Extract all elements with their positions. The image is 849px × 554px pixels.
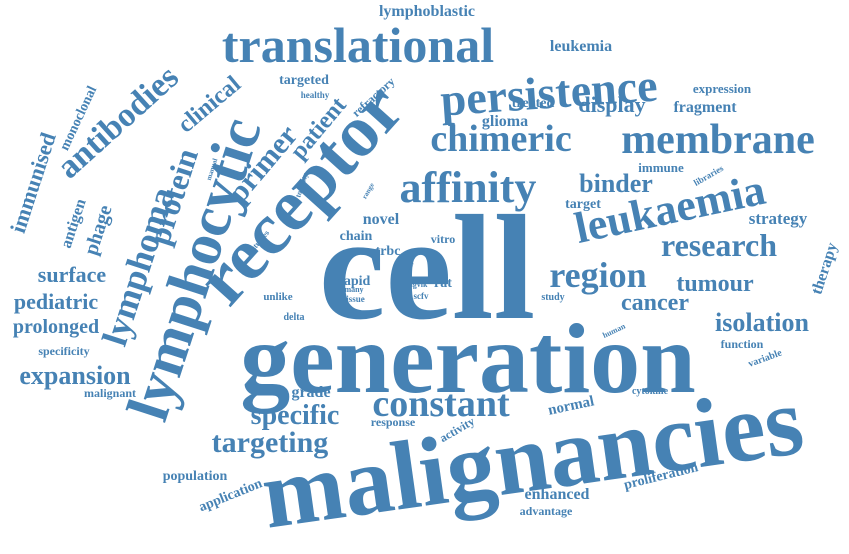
word-therapy: therapy — [808, 241, 841, 297]
word-expansion: expansion — [19, 361, 131, 390]
word-tissue: tissue — [343, 294, 365, 304]
word-lymphoblastic: lymphoblastic — [379, 3, 475, 20]
word-research: research — [661, 227, 777, 263]
word-region: region — [549, 255, 646, 295]
word-specific: specific — [251, 400, 340, 431]
word-glioma: glioma — [482, 113, 528, 130]
word-malignant: malignant — [84, 386, 136, 400]
word-targeting: targeting — [212, 426, 329, 459]
word-unlike: unlike — [263, 291, 292, 303]
word-cancer: cancer — [621, 290, 689, 316]
word-function: function — [721, 337, 764, 351]
word-expression: expression — [693, 81, 752, 96]
word-cell: cell — [319, 185, 536, 351]
word-study: study — [541, 292, 564, 303]
word-isolation: isolation — [715, 308, 809, 337]
word-surface: surface — [38, 262, 107, 287]
word-delta: delta — [283, 312, 304, 323]
word-target: target — [565, 197, 601, 212]
word-novel: novel — [363, 211, 400, 228]
word-many: many — [344, 285, 363, 294]
word-immune: immune — [638, 160, 684, 175]
word-rat: rat — [434, 276, 452, 291]
word-binder: binder — [579, 169, 653, 198]
word-chimeric: chimeric — [430, 118, 571, 160]
word-membrane: membrane — [621, 117, 815, 163]
word-trbc: trbc — [376, 244, 401, 259]
word-treated: treated — [512, 96, 555, 111]
word-prolonged: prolonged — [13, 316, 99, 338]
word-affinity: affinity — [400, 163, 537, 212]
word-generation: generation — [240, 303, 695, 414]
word-cytokine: cytokine — [632, 386, 669, 397]
word-response: response — [371, 415, 416, 429]
word-pediatric: pediatric — [14, 289, 99, 314]
word-immunised: immunised — [5, 129, 61, 236]
word-population: population — [163, 469, 228, 484]
word-scfv: scfv — [414, 291, 429, 301]
word-tumour: tumour — [676, 271, 754, 297]
word-display: display — [578, 92, 645, 117]
word-chain: chain — [340, 229, 373, 244]
word-leukemia: leukemia — [550, 38, 612, 55]
word-translational: translational — [222, 17, 494, 73]
word-grade: grade — [291, 384, 330, 401]
word-strategy: strategy — [749, 209, 808, 228]
word-poor: poor — [406, 261, 416, 275]
word-healthy: healthy — [301, 90, 330, 100]
word-igvlk: igvlk — [411, 280, 428, 289]
word-fragment: fragment — [673, 99, 737, 116]
word-specificity: specificity — [38, 344, 89, 358]
word-advantage: advantage — [520, 504, 573, 518]
word-rapid: rapid — [338, 274, 371, 289]
word-targeted: targeted — [279, 73, 329, 88]
word-vitro: vitro — [431, 232, 455, 246]
word-constant: constant — [372, 383, 510, 425]
word-enhanced: enhanced — [525, 486, 590, 503]
